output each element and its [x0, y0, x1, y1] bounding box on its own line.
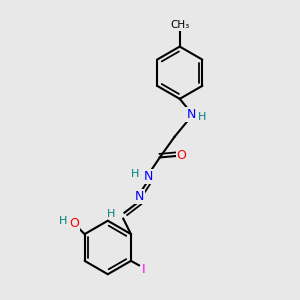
Text: O: O — [177, 149, 186, 162]
Text: H: H — [59, 216, 67, 226]
Text: N: N — [144, 170, 153, 183]
Text: O: O — [69, 217, 79, 230]
Text: N: N — [135, 190, 144, 203]
Text: H: H — [198, 112, 206, 122]
Text: H: H — [106, 209, 115, 219]
Text: N: N — [186, 108, 196, 121]
Text: H: H — [130, 169, 139, 179]
Text: CH₃: CH₃ — [170, 20, 189, 30]
Text: I: I — [142, 263, 146, 276]
